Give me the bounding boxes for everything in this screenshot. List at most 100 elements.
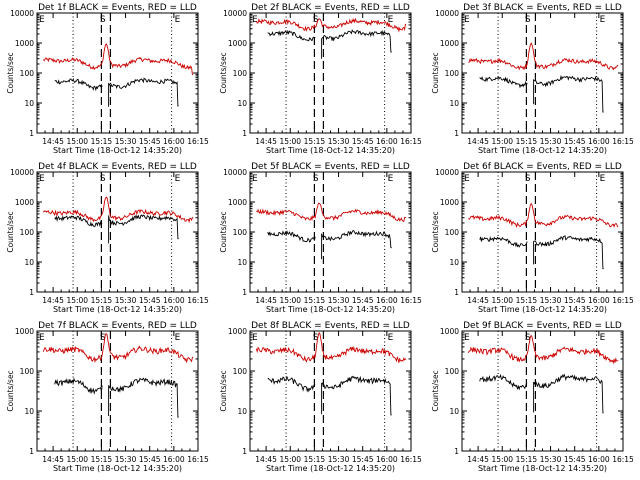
series-lld-line (468, 42, 619, 71)
marker-e-right: E (388, 333, 394, 343)
marker-s: S (525, 333, 531, 343)
plot-frame (461, 171, 624, 293)
x-axis-label: Start Time (18-Oct-12 14:35:20) (53, 146, 182, 155)
series-events-line (479, 373, 604, 414)
x-tick-label: 16:15 (400, 455, 422, 464)
y-tick-label: 10 (449, 407, 459, 416)
marker-e-left: E (252, 333, 258, 343)
x-tick-label: 15:45 (564, 296, 586, 305)
x-tick-label: 15:00 (66, 296, 88, 305)
chart-title: Det 5f BLACK = Events, RED = LLD (251, 162, 410, 172)
panel-det-6: Det 6f BLACK = Events, RED = LLD 1 10 100 10… (431, 162, 634, 314)
y-tick-label: 10000 (435, 9, 459, 18)
y-axis-label: Counts/sec (219, 370, 228, 411)
x-axis-label: Start Time (18-Oct-12 14:35:20) (266, 305, 395, 314)
x-axis-label: Start Time (18-Oct-12 14:35:20) (266, 464, 395, 473)
x-tick-label: 14:45 (467, 296, 489, 305)
y-tick-label: 1000 (228, 198, 247, 207)
x-tick-label: 15:45 (139, 137, 161, 146)
x-tick-label: 15:30 (115, 455, 137, 464)
x-tick-label: 15:15 (516, 455, 538, 464)
y-tick-label: 1000 (440, 327, 459, 336)
marker-s: S (100, 174, 106, 184)
x-tick-label: 16:15 (612, 137, 634, 146)
series-lld-line (256, 202, 407, 222)
x-tick-label: 15:30 (115, 137, 137, 146)
y-tick-label: 10000 (10, 9, 34, 18)
y-tick-label: 1 (29, 288, 34, 297)
y-tick-label: 1000 (15, 39, 34, 48)
x-tick-label: 16:15 (400, 296, 422, 305)
series-lld-line (43, 42, 194, 75)
y-axis-label: Counts/sec (6, 211, 15, 252)
y-tick-label: 10000 (435, 168, 459, 177)
marker-s: S (525, 15, 531, 25)
x-tick-label: 16:15 (612, 296, 634, 305)
x-tick-label: 16:00 (588, 455, 610, 464)
x-axis-label: Start Time (18-Oct-12 14:35:20) (478, 146, 607, 155)
y-tick-label: 1 (242, 447, 247, 456)
marker-e-right: E (600, 174, 606, 184)
x-tick-label: 15:30 (328, 455, 350, 464)
chart-title: Det 2f BLACK = Events, RED = LLD (251, 3, 410, 13)
y-tick-label: 1000 (228, 327, 247, 336)
x-axis-label: Start Time (18-Oct-12 14:35:20) (53, 464, 182, 473)
y-tick-label: 10000 (223, 168, 247, 177)
chart-title: Det 7f BLACK = Events, RED = LLD (38, 321, 197, 331)
x-tick-label: 15:00 (491, 296, 513, 305)
marker-s: S (313, 174, 319, 184)
series-events-line (54, 214, 179, 244)
series-events-line (54, 377, 179, 418)
x-tick-label: 15:00 (491, 137, 513, 146)
series-lld-line (255, 331, 407, 363)
panel-det-2: Det 2f BLACK = Events, RED = LLD 1 10 100 10… (219, 3, 422, 155)
x-tick-label: 14:45 (467, 137, 489, 146)
x-axis-label: Start Time (18-Oct-12 14:35:20) (266, 146, 395, 155)
series-events-line (479, 235, 604, 270)
chart-title: Det 9f BLACK = Events, RED = LLD (463, 321, 622, 331)
y-tick-label: 1 (454, 447, 459, 456)
x-tick-label: 14:45 (255, 455, 277, 464)
y-axis-label: Counts/sec (219, 211, 228, 252)
marker-s: S (100, 15, 106, 25)
y-tick-label: 10 (449, 99, 459, 108)
y-tick-label: 10 (449, 258, 459, 267)
y-tick-label: 1000 (15, 327, 34, 336)
y-tick-label: 100 (20, 69, 35, 78)
y-tick-label: 100 (20, 367, 35, 376)
marker-s: S (525, 174, 531, 184)
y-tick-label: 10000 (10, 168, 34, 177)
x-tick-label: 16:15 (187, 296, 209, 305)
y-tick-label: 10 (237, 258, 247, 267)
x-tick-label: 15:45 (139, 296, 161, 305)
plot-frame (249, 171, 412, 293)
chart-title: Det 1f BLACK = Events, RED = LLD (38, 3, 197, 13)
y-tick-label: 100 (20, 228, 35, 237)
series-lld-line (42, 333, 194, 364)
x-tick-label: 15:15 (516, 296, 538, 305)
x-tick-label: 15:00 (279, 296, 301, 305)
y-tick-label: 100 (445, 228, 460, 237)
marker-s: S (313, 15, 319, 25)
y-tick-label: 1000 (15, 198, 34, 207)
x-tick-label: 14:45 (42, 137, 64, 146)
marker-s: S (313, 333, 319, 343)
plot-frame (36, 171, 199, 293)
y-tick-label: 100 (233, 228, 248, 237)
marker-e-left: E (252, 15, 258, 25)
x-tick-label: 15:00 (279, 455, 301, 464)
x-tick-label: 15:15 (304, 296, 326, 305)
panel-det-3: Det 3f BLACK = Events, RED = LLD 1 10 100 10… (431, 3, 634, 155)
series-events-line (267, 375, 392, 416)
plot-frame (36, 12, 199, 134)
x-tick-label: 15:30 (115, 296, 137, 305)
marker-e-right: E (600, 333, 606, 343)
x-tick-label: 15:30 (328, 137, 350, 146)
marker-e-right: E (388, 15, 394, 25)
y-axis-label: Counts/sec (6, 52, 15, 93)
x-tick-label: 15:45 (139, 455, 161, 464)
marker-e-left: E (252, 174, 258, 184)
series-lld-line (43, 196, 194, 224)
x-axis-label: Start Time (18-Oct-12 14:35:20) (478, 464, 607, 473)
